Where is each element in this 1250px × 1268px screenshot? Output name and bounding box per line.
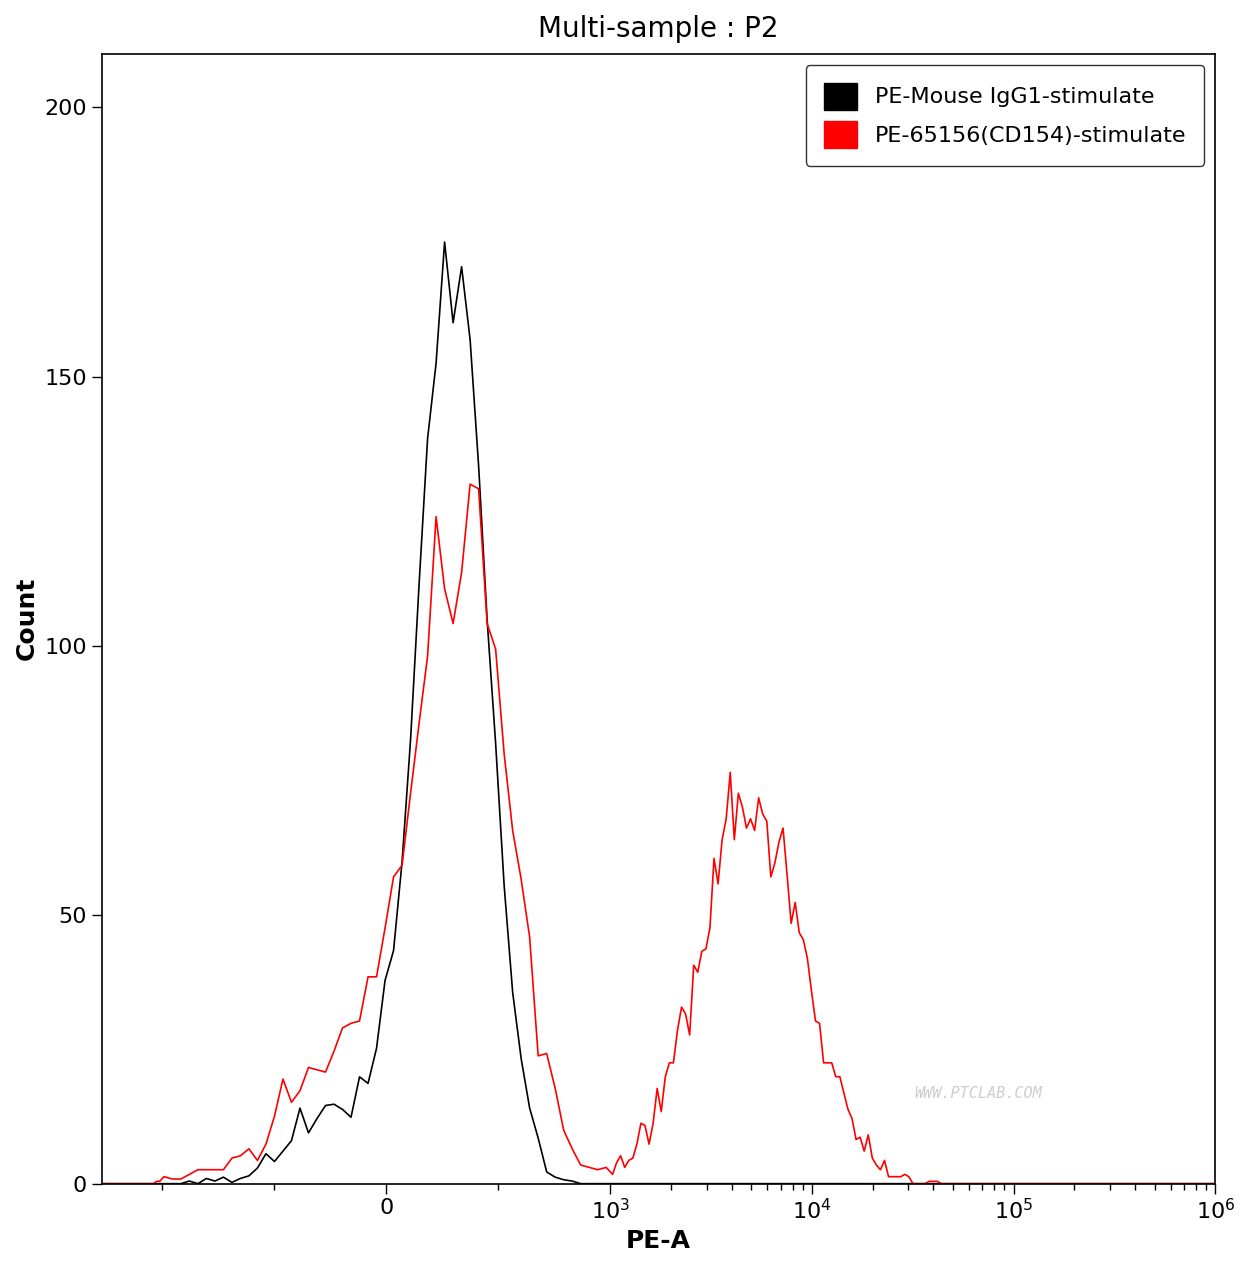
Y-axis label: Count: Count — [15, 577, 39, 661]
X-axis label: PE-A: PE-A — [626, 1229, 691, 1253]
Title: Multi-sample : P2: Multi-sample : P2 — [539, 15, 779, 43]
Text: WWW.PTCLAB.COM: WWW.PTCLAB.COM — [915, 1085, 1042, 1101]
Legend: PE-Mouse IgG1-stimulate, PE-65156(CD154)-stimulate: PE-Mouse IgG1-stimulate, PE-65156(CD154)… — [806, 65, 1204, 166]
